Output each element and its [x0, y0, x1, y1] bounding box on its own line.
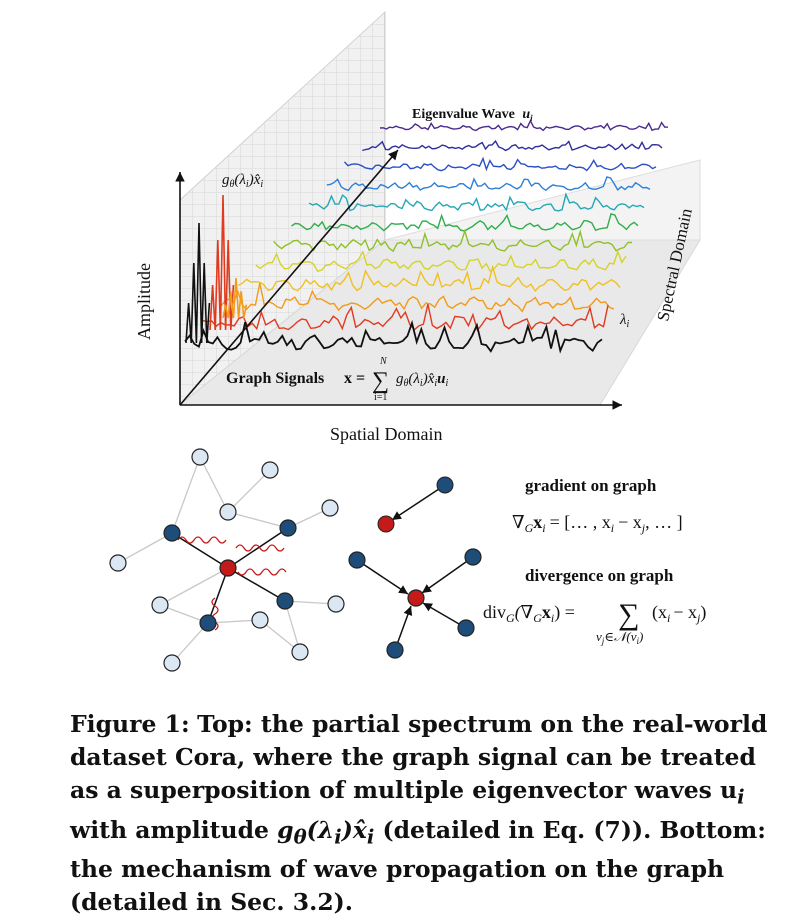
spectral-axis — [179, 149, 399, 406]
figure-illustration: Eigenvalue Wave ui gθ(λi)x̂i Amplitude S… — [109, 10, 706, 672]
graph-node-light — [219, 503, 237, 521]
wave-squiggles — [177, 536, 287, 631]
wave-label: Eigenvalue Wave ui — [412, 107, 533, 123]
eigenvector-wave — [202, 303, 609, 332]
graph-node-light — [291, 643, 309, 661]
caption-label: Figure 1: — [70, 710, 190, 738]
amplitude-spike — [185, 222, 211, 344]
graph-black-edges — [171, 527, 289, 624]
graph-node-light — [191, 448, 209, 466]
sum-symbol: ∑ — [372, 368, 389, 394]
graph-node-dark — [348, 551, 366, 569]
graph-node-dark — [276, 592, 294, 610]
eigenvector-wave — [237, 264, 621, 293]
graph-node-center-red — [219, 559, 237, 577]
graph-node-light — [163, 654, 181, 672]
graph-node-light — [327, 595, 345, 613]
eigenvector-wave — [326, 176, 651, 192]
graph-node-center-red — [377, 515, 395, 533]
amplitude-spike — [222, 277, 248, 319]
graph-signal-formula: Graph Signals x = ∑ N i=1 gθ(λi)x̂iui — [226, 356, 448, 403]
divergence-title: divergence on graph — [525, 566, 674, 585]
gradient-formula: ∇Gxi = [… , xi − xj, … ] — [512, 512, 683, 535]
formula-lhs: x = — [344, 370, 365, 387]
side-plane — [384, 159, 701, 241]
divergence-formula-rhs: (xi − xj) — [652, 602, 706, 625]
wave-propagation-graph — [109, 448, 345, 672]
eigenvector-wave — [184, 319, 603, 354]
spatial-axis-label: Spatial Domain — [330, 424, 442, 444]
eigenvector-wave — [362, 139, 663, 152]
eigenvector-wave — [255, 249, 627, 273]
graph-node-center-red — [407, 589, 425, 607]
amplitude-function-label: gθ(λi)x̂i — [222, 172, 263, 190]
caption-text: Top: the partial spectrum on the real-wo… — [70, 710, 768, 917]
divergence-formula-lhs: divG(∇Gxi) = — [483, 602, 575, 625]
graph-node-light — [151, 596, 169, 614]
graph-signal-label: Graph Signals — [226, 370, 324, 387]
lambda-label: λi — [619, 312, 630, 330]
graph-node-light — [109, 554, 127, 572]
gradient-title: gradient on graph — [525, 476, 657, 495]
graph-node-light — [251, 611, 269, 629]
graph-node-dark — [199, 614, 217, 632]
back-wall-grid — [180, 12, 385, 405]
eigenvector-wave — [379, 119, 669, 132]
divergence-sum-lower: vj∈𝒩(vi) — [596, 629, 643, 646]
graph-nodes — [109, 448, 345, 672]
graph-node-light — [261, 461, 279, 479]
formula-rhs: gθ(λi)x̂iui — [396, 371, 448, 389]
gradient-graph — [377, 476, 454, 533]
graph-node-dark — [464, 548, 482, 566]
axes — [175, 149, 622, 410]
graph-node-dark — [457, 619, 475, 637]
eigenvector-wave — [343, 156, 657, 172]
graph-node-dark — [386, 641, 404, 659]
eigenvector-wave — [308, 192, 645, 212]
eigenvector-wave — [273, 228, 632, 253]
spectrum-planes — [178, 10, 701, 407]
divergence-graph — [348, 548, 482, 659]
amplitude-spike — [209, 194, 235, 331]
graph-node-light — [321, 499, 339, 517]
divergence-sum-symbol: ∑ — [618, 598, 639, 631]
sum-upper: N — [379, 356, 388, 367]
eigenvector-waves — [184, 119, 669, 354]
graph-node-dark — [163, 524, 181, 542]
amplitude-axis-label: Amplitude — [134, 263, 154, 340]
figure-caption: Figure 1: Top: the partial spectrum on t… — [70, 708, 770, 919]
graph-node-dark — [436, 476, 454, 494]
eigenvector-wave — [219, 282, 615, 313]
graph-node-dark — [279, 519, 297, 537]
sum-lower: i=1 — [374, 392, 387, 403]
